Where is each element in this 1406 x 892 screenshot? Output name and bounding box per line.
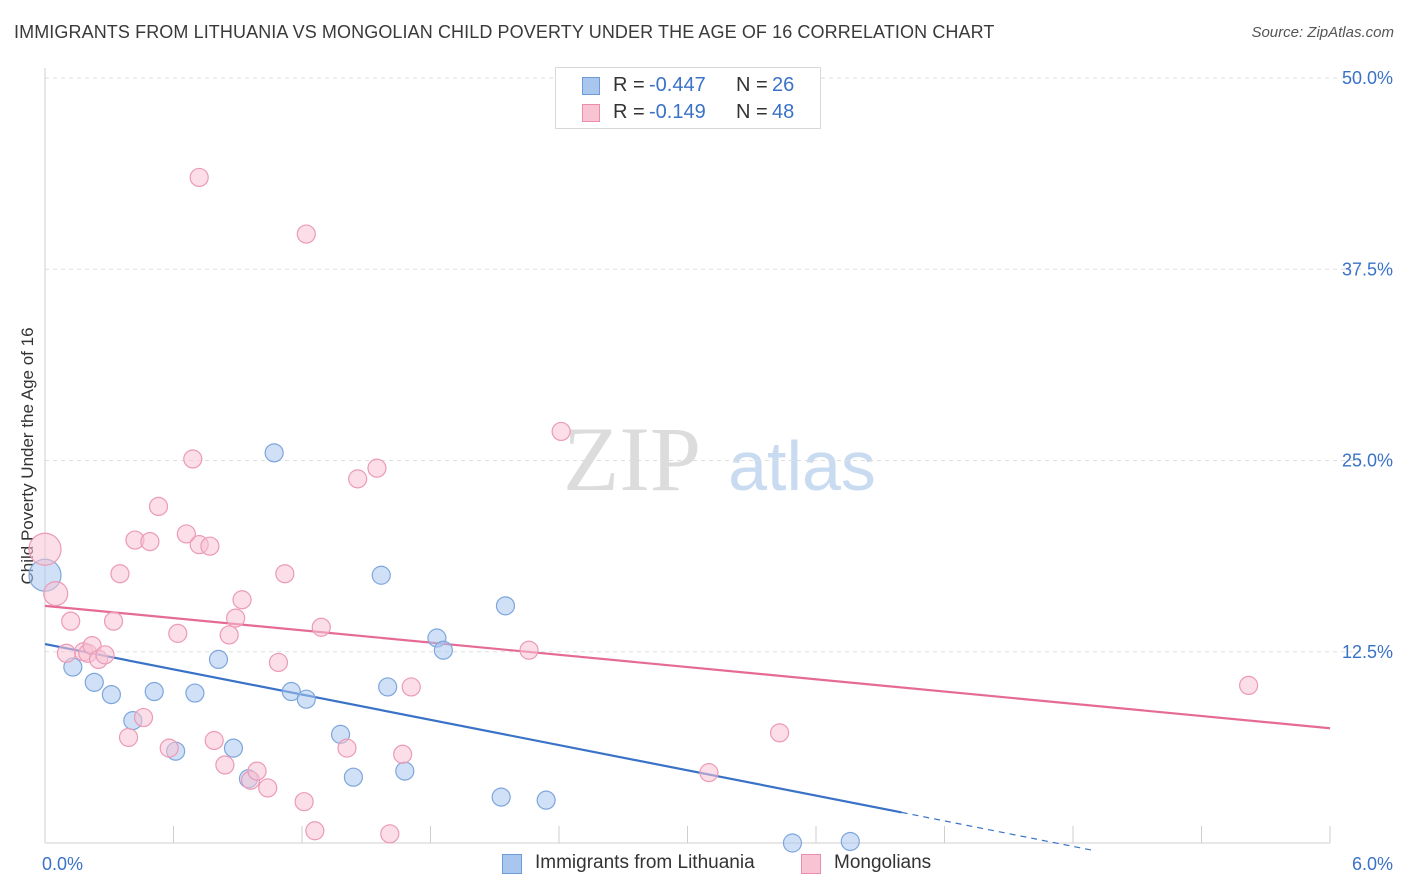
point-lithuania — [491, 787, 511, 807]
source-label: Source: ZipAtlas.com — [1251, 24, 1394, 41]
trendline-mongolians — [44, 604, 1331, 730]
point-mongolians — [348, 469, 368, 489]
point-mongolians — [219, 625, 239, 645]
point-mongolians — [305, 821, 325, 841]
point-lithuania — [395, 761, 415, 781]
point-mongolians — [268, 652, 289, 673]
legend-r-label: R = — [613, 74, 645, 96]
point-mongolians — [43, 581, 69, 607]
bottom-legend-label-mongolians: Mongolians — [834, 852, 932, 873]
point-lithuania — [208, 649, 229, 670]
x-tick-label: 0.0% — [42, 854, 83, 874]
point-mongolians — [337, 738, 357, 758]
point-lithuania — [371, 565, 391, 585]
point-lithuania — [101, 684, 121, 705]
legend-n-value: 26 — [772, 74, 795, 96]
point-mongolians — [28, 532, 62, 566]
point-mongolians — [258, 778, 278, 798]
legend-r-value: -0.447 — [649, 74, 706, 96]
point-lithuania — [84, 672, 104, 692]
point-lithuania — [296, 689, 316, 709]
point-lithuania — [378, 677, 398, 697]
point-mongolians — [110, 564, 130, 584]
bottom-legend-label-lithuania: Immigrants from Lithuania — [535, 852, 755, 873]
axes — [44, 68, 1331, 844]
watermark-zip: ZIP — [563, 408, 701, 510]
point-lithuania — [840, 831, 860, 852]
y-tick-label: 25.0% — [1342, 451, 1393, 471]
point-mongolians — [103, 611, 124, 631]
point-mongolians — [226, 608, 246, 628]
x-tick-label: 6.0% — [1352, 854, 1393, 874]
point-lithuania — [264, 443, 284, 463]
point-mongolians — [204, 730, 224, 751]
point-mongolians — [519, 640, 539, 660]
point-mongolians — [294, 792, 314, 812]
point-mongolians — [183, 449, 203, 469]
point-mongolians — [699, 763, 719, 783]
chart-title: IMMIGRANTS FROM LITHUANIA VS MONGOLIAN C… — [14, 22, 995, 42]
tick-labels: 12.5% 25.0% 37.5% 50.0% 0.0% 6.0% — [42, 68, 1393, 874]
point-mongolians — [232, 590, 252, 610]
point-mongolians — [551, 421, 571, 442]
point-mongolians — [769, 723, 790, 743]
point-mongolians — [148, 496, 169, 516]
point-mongolians — [1239, 675, 1259, 696]
point-mongolians — [133, 707, 154, 728]
point-mongolians — [275, 564, 295, 584]
point-lithuania — [782, 833, 803, 853]
trendlines — [44, 604, 1331, 852]
y-tick-label: 50.0% — [1342, 68, 1393, 88]
legend-swatch-lithuania — [582, 77, 600, 95]
point-mongolians — [140, 531, 160, 552]
legend-row-lithuania: R = -0.447 N = 26 — [556, 73, 820, 99]
point-mongolians — [401, 677, 421, 697]
y-tick-label: 37.5% — [1342, 259, 1393, 279]
trendline-lithuania — [44, 643, 902, 814]
point-mongolians — [189, 167, 209, 188]
point-mongolians — [311, 617, 331, 637]
point-lithuania — [343, 767, 363, 787]
bottom-legend-swatch-mongolians — [801, 854, 821, 874]
point-mongolians — [168, 623, 188, 643]
point-lithuania — [536, 790, 556, 810]
legend-swatch-mongolians — [582, 104, 600, 122]
point-mongolians — [176, 524, 196, 544]
data-points — [28, 167, 1259, 853]
legend-n-value: 48 — [772, 101, 795, 123]
point-lithuania — [433, 640, 453, 660]
point-lithuania — [281, 681, 301, 702]
point-lithuania — [495, 596, 516, 616]
point-lithuania — [223, 738, 244, 758]
point-mongolians — [200, 536, 220, 556]
legend-row-mongolians: R = -0.149 N = 48 — [556, 100, 820, 126]
legend-n-label: N = — [736, 74, 768, 96]
bottom-legend-swatch-lithuania — [502, 854, 522, 874]
correlation-legend: R = -0.447 N = 26 R = -0.149 N = 48 — [555, 67, 821, 129]
y-tick-label: 12.5% — [1342, 642, 1393, 662]
point-mongolians — [61, 611, 81, 631]
point-mongolians — [215, 755, 235, 775]
watermark-atlas: atlas — [728, 427, 876, 505]
point-mongolians — [247, 761, 267, 781]
trendline-lithuania-extension — [901, 811, 1095, 852]
point-mongolians — [367, 458, 387, 478]
legend-n-label: N = — [736, 101, 768, 123]
watermark: ZIP atlas — [563, 408, 876, 510]
point-mongolians — [393, 744, 413, 764]
point-mongolians — [159, 738, 179, 758]
point-mongolians — [56, 643, 77, 663]
point-mongolians — [118, 727, 139, 748]
grid-lines — [45, 77, 1365, 653]
legend-r-value: -0.149 — [649, 101, 706, 123]
point-mongolians — [296, 224, 316, 244]
point-lithuania — [144, 681, 164, 702]
point-lithuania — [185, 683, 205, 703]
legend-r-label: R = — [613, 101, 645, 123]
point-mongolians — [380, 824, 400, 844]
point-mongolians — [95, 645, 115, 665]
